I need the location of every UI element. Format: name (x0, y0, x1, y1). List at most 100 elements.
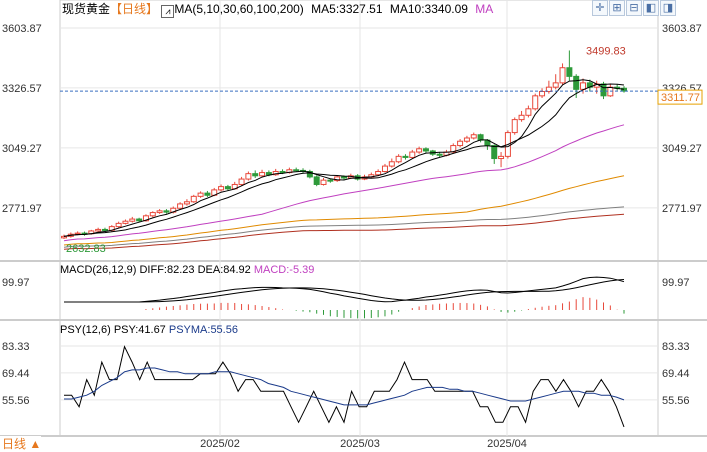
psy-tick-right: 83.33 (662, 341, 690, 353)
zoom-out-icon[interactable]: ⊟ (626, 0, 642, 16)
candle-body (545, 86, 552, 93)
low-price-label: 2632.83 (66, 243, 106, 255)
scroll-right-icon[interactable]: ◨ (660, 0, 676, 16)
price-tick-right: 2771.97 (662, 203, 702, 215)
macd-dea-line (64, 279, 625, 303)
candle-body (470, 134, 477, 139)
candle-body (115, 222, 122, 228)
main-panel-frame (59, 0, 659, 262)
ma-toggle-icon[interactable]: ⩘ (161, 5, 175, 18)
candle-body (552, 82, 559, 88)
candle-body (190, 195, 197, 203)
candle-body (518, 114, 525, 121)
candle-body (463, 137, 470, 142)
candle-body (566, 67, 573, 77)
candle-body (600, 83, 607, 97)
price-tick-left: 3603.87 (2, 23, 42, 35)
macd-title: MACD(26,12,9) (60, 264, 137, 276)
ma-params-label: MA(5,10,30,60,100,200) (174, 2, 304, 16)
time-tick-label: 2025/04 (487, 438, 527, 450)
scroll-left-icon[interactable]: ◧ (643, 0, 659, 16)
macd-value: MACD:-5.39 (253, 264, 315, 276)
psy-value: PSY:41.67 (113, 324, 166, 336)
candle-body (279, 170, 286, 174)
candle-body (197, 192, 204, 197)
ma10-value: MA10:3340.09 (389, 2, 468, 16)
candle-body (252, 173, 259, 177)
price-tick-left: 2771.97 (2, 203, 42, 215)
candle-body (491, 145, 498, 160)
candle-body (238, 178, 245, 185)
macd-diff-line (64, 276, 625, 303)
ma200-line (63, 213, 625, 250)
candle-body (375, 170, 382, 176)
macd-tick-right: 99.97 (662, 277, 690, 289)
candle-body (183, 201, 190, 205)
macd-tick-left: 99.97 (2, 277, 30, 289)
psyma-value: PSYMA:55.56 (168, 324, 238, 336)
candle-body (334, 176, 341, 182)
candle-body (422, 148, 429, 152)
macd-header: MACD(26,12,9) DIFF:82.23 DEA:84.92 MACD:… (60, 264, 314, 276)
ma30-line (63, 124, 625, 242)
psy-tick-right: 69.44 (662, 368, 690, 380)
candle-body (477, 134, 484, 141)
candle-body (218, 186, 225, 191)
candle-body (416, 148, 423, 153)
candle-body (388, 161, 395, 167)
psy-tick-left: 69.44 (2, 368, 30, 380)
psy-header: PSY(12,6) PSY:41.67 PSYMA:55.56 (60, 324, 238, 336)
candle-body (306, 170, 313, 178)
period-label[interactable]: 【日线】 (110, 2, 159, 16)
psy-tick-left: 55.56 (2, 395, 30, 407)
ma10-line (63, 83, 625, 237)
candle-body (293, 169, 300, 172)
candle-body (149, 212, 156, 217)
candle-body (402, 155, 409, 158)
candle-body (95, 228, 102, 232)
price-tick-left: 3326.57 (2, 83, 42, 95)
candle-body (245, 173, 252, 180)
candle-body (436, 153, 443, 156)
psy-tick-right: 55.56 (662, 395, 690, 407)
ma5-line (63, 79, 625, 237)
macd-dea: DEA:84.92 (197, 264, 251, 276)
ma100-line (63, 206, 625, 248)
candle-body (539, 91, 546, 97)
candle-body (122, 220, 129, 224)
candle-body (327, 179, 334, 182)
candle-body (511, 119, 518, 134)
candle-body (136, 218, 143, 222)
ma60-line (63, 175, 625, 246)
candle-body (259, 172, 266, 177)
candle-body (341, 176, 347, 179)
chart-header: 现货黄金【日线】 ⩘ MA(5,10,30,60,100,200) MA5:332… (62, 2, 493, 18)
instrument-name: 现货黄金 (62, 2, 111, 16)
current-price-tag (657, 89, 703, 105)
candle-body (74, 232, 81, 235)
period-switch-button[interactable]: 日线 ▲ (0, 436, 42, 452)
candle-body (129, 218, 136, 222)
zoom-in-icon[interactable]: ⊞ (609, 0, 625, 16)
time-tick-label: 2025/03 (340, 438, 380, 450)
psy-line (64, 345, 625, 428)
candle-body (498, 155, 505, 160)
candle-body (573, 75, 580, 90)
psyma-line (64, 367, 625, 406)
psy-title: PSY(12,6) (60, 324, 111, 336)
candle-body (177, 203, 184, 209)
candle-body (457, 140, 464, 147)
ma-more-label: MA (475, 2, 494, 16)
candle-body (381, 165, 388, 172)
candle-body (559, 67, 566, 84)
high-price-label: 3499.83 (586, 45, 626, 57)
candle-body (156, 210, 163, 214)
current-price-label: 3311.77 (661, 92, 700, 104)
candle-body (525, 108, 532, 116)
candle-body (142, 215, 149, 222)
crosshair-icon[interactable]: ✛ (592, 0, 608, 16)
candle-body (621, 87, 627, 92)
candle-body (204, 192, 211, 196)
psy-tick-left: 83.33 (2, 341, 30, 353)
